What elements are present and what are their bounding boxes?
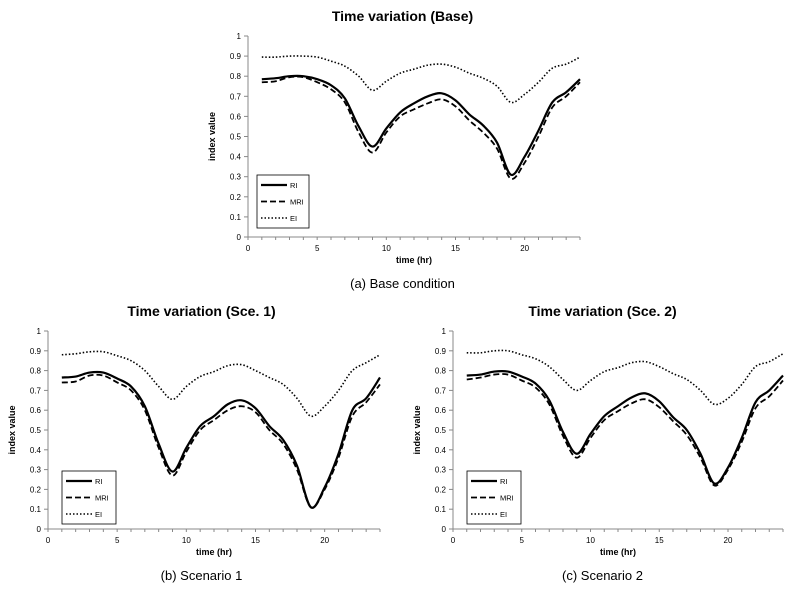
legend-label-ri: RI	[290, 181, 298, 190]
y-tick-label: 0	[442, 525, 447, 534]
x-tick-label: 0	[46, 536, 51, 545]
x-tick-label: 10	[586, 536, 595, 545]
y-tick-label: 0	[37, 525, 42, 534]
x-tick-label: 20	[520, 244, 529, 253]
legend-label-ri: RI	[500, 477, 508, 486]
x-tick-label: 0	[451, 536, 456, 545]
series-line-ri	[261, 74, 581, 176]
series-line-ei	[261, 55, 581, 104]
series-line-ei	[466, 349, 784, 406]
x-tick-label: 5	[520, 536, 525, 545]
chart-scenario-1: Time variation (Sce. 1) 0 0.1 0.2 0.3 0.4 0.5 0…	[5, 300, 398, 589]
y-tick-label: 0.5	[435, 426, 447, 435]
chart-title: Time variation (Sce. 2)	[528, 303, 676, 319]
x-tick-label: 10	[382, 244, 391, 253]
chart-legend: RI MRI EI	[466, 470, 522, 525]
chart-title: Time variation (Sce. 1)	[127, 303, 275, 319]
y-tick-label: 0.1	[435, 505, 447, 514]
x-axis-label: time (hr)	[196, 547, 232, 557]
x-tick-label: 5	[315, 244, 320, 253]
chart-caption-sce2: (c) Scenario 2	[562, 568, 643, 583]
legend-label-ei: EI	[290, 214, 297, 223]
chart-legend: RI MRI EI	[61, 470, 117, 525]
y-tick-label: 0.4	[30, 446, 42, 455]
chart-sce1-svg: Time variation (Sce. 1) 0 0.1 0.2 0.3 0.4 0.5 0…	[7, 303, 381, 557]
series-line-mri	[466, 373, 784, 487]
x-tick-label: 15	[251, 536, 260, 545]
y-tick-label: 0.9	[230, 52, 242, 61]
chart-scenario-2: Time variation (Sce. 2) 0 0.1 0.2 0.3 0.4 0.5 0…	[410, 300, 795, 589]
y-tick-label: 0.3	[435, 466, 447, 475]
y-tick-label: 0.2	[435, 485, 447, 494]
y-tick-label: 1	[442, 327, 447, 336]
series-line-ei	[61, 350, 381, 418]
y-tick-label: 0	[237, 233, 242, 242]
legend-label-mri: MRI	[95, 494, 109, 503]
y-tick-label: 0.7	[30, 386, 42, 395]
chart-sce2-svg: Time variation (Sce. 2) 0 0.1 0.2 0.3 0.4 0.5 0…	[412, 303, 784, 557]
y-tick-label: 0.6	[230, 112, 242, 121]
y-tick-label: 0.3	[230, 173, 242, 182]
chart-caption-sce1: (b) Scenario 1	[160, 568, 243, 583]
y-tick-label: 0.4	[435, 446, 447, 455]
y-tick-label: 0.5	[230, 133, 242, 142]
x-axis-label: time (hr)	[396, 255, 432, 265]
chart-caption-base: (a) Base condition	[350, 276, 455, 291]
chart-base-svg: Time variation (Base) 0 0.1 0.2 0.3 0.4 0.5 0.6…	[207, 8, 581, 265]
series-line-mri	[61, 373, 381, 509]
chart-legend: RI MRI EI	[256, 174, 310, 229]
x-axis-label: time (hr)	[600, 547, 636, 557]
y-tick-label: 0.9	[435, 347, 447, 356]
y-tick-label: 0.3	[30, 466, 42, 475]
y-tick-label: 0.6	[30, 406, 42, 415]
y-tick-label: 0.6	[435, 406, 447, 415]
y-tick-label: 0.5	[30, 426, 42, 435]
x-tick-label: 10	[182, 536, 191, 545]
y-tick-label: 0.8	[230, 72, 242, 81]
y-tick-label: 0.7	[230, 92, 242, 101]
y-tick-label: 0.9	[30, 347, 42, 356]
y-tick-label: 0.2	[230, 193, 242, 202]
y-tick-label: 0.4	[230, 153, 242, 162]
y-tick-label: 0.8	[30, 367, 42, 376]
x-tick-label: 20	[320, 536, 329, 545]
chart-title: Time variation (Base)	[332, 8, 473, 24]
x-tick-label: 5	[115, 536, 120, 545]
y-tick-label: 0.8	[435, 367, 447, 376]
y-tick-label: 0.7	[435, 386, 447, 395]
y-axis-label: index value	[7, 405, 17, 454]
y-tick-label: 0.1	[30, 505, 42, 514]
y-tick-label: 1	[237, 32, 242, 41]
y-tick-label: 0.1	[230, 213, 242, 222]
legend-label-mri: MRI	[290, 198, 304, 207]
legend-label-ei: EI	[500, 510, 507, 519]
series-line-ri	[466, 369, 784, 485]
chart-base-condition: Time variation (Base) 0 0.1 0.2 0.3 0.4 0.5 0.6…	[205, 5, 600, 295]
y-tick-label: 1	[37, 327, 42, 336]
y-axis-label: index value	[207, 112, 217, 161]
legend-label-ri: RI	[95, 477, 103, 486]
series-line-ri	[61, 370, 381, 509]
x-tick-label: 15	[655, 536, 664, 545]
y-tick-label: 0.2	[30, 485, 42, 494]
x-tick-label: 0	[246, 244, 251, 253]
x-tick-label: 20	[724, 536, 733, 545]
x-tick-label: 15	[451, 244, 460, 253]
legend-label-mri: MRI	[500, 494, 514, 503]
y-axis-label: index value	[412, 405, 422, 454]
legend-label-ei: EI	[95, 510, 102, 519]
series-line-mri	[261, 75, 581, 180]
